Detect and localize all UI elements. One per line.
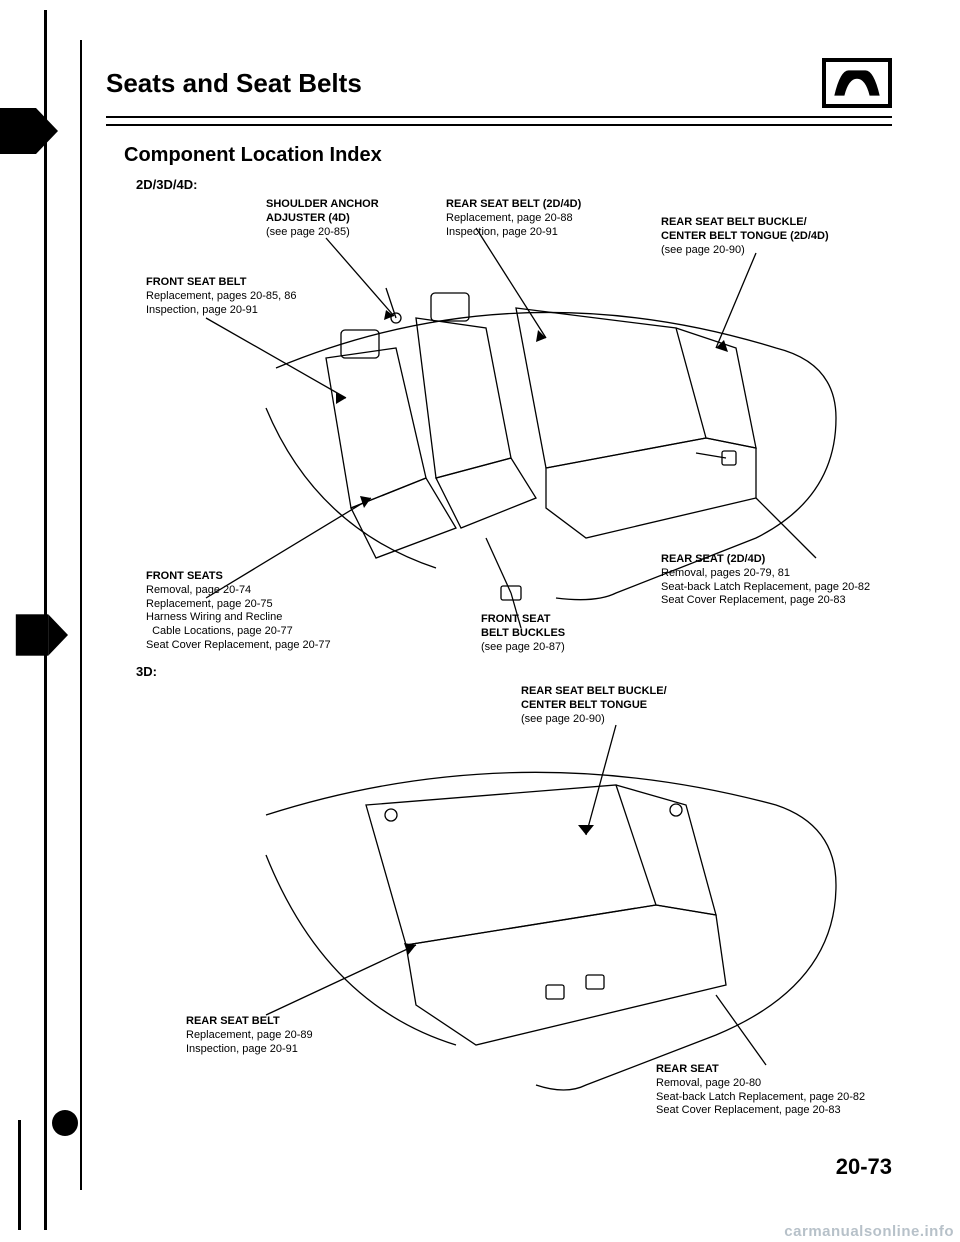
callout-heading: FRONT SEATS — [146, 570, 386, 584]
callout-heading: REAR SEAT BELT (2D/4D) — [446, 198, 626, 212]
callout-line: Replacement, page 20-88 — [446, 212, 626, 226]
callout-line: (see page 20-85) — [266, 226, 426, 240]
callout-line: Seat-back Latch Replacement, page 20-82 — [661, 581, 911, 595]
callout-rear-buckle-tongue: REAR SEAT BELT BUCKLE/ CENTER BELT TONGU… — [521, 685, 721, 726]
callout-line: Removal, page 20-74 — [146, 584, 386, 598]
callout-heading: REAR SEAT BELT BUCKLE/ — [521, 685, 721, 699]
callout-rear-seat-2d4d: REAR SEAT (2D/4D) Removal, pages 20-79, … — [661, 553, 911, 608]
callout-line: (see page 20-90) — [661, 244, 891, 258]
callout-line: Inspection, page 20-91 — [186, 1043, 376, 1057]
callout-line: Seat-back Latch Replacement, page 20-82 — [656, 1091, 906, 1105]
watermark-text: carmanualsonline.info — [784, 1223, 954, 1240]
callout-heading: REAR SEAT BELT — [186, 1015, 376, 1029]
callout-line: Replacement, page 20-89 — [186, 1029, 376, 1043]
callout-line: Inspection, page 20-91 — [146, 304, 346, 318]
variant-label-mid: 3D: — [136, 664, 892, 679]
callout-line: Seat Cover Replacement, page 20-83 — [661, 594, 911, 608]
binder-arrow-top — [0, 108, 36, 154]
callout-line: Inspection, page 20-91 — [446, 226, 626, 240]
callout-line: Replacement, pages 20-85, 86 — [146, 290, 346, 304]
callout-heading-2: ADJUSTER (4D) — [266, 212, 426, 226]
callout-heading: REAR SEAT BELT BUCKLE/ — [661, 216, 891, 230]
callout-line: Removal, page 20-80 — [656, 1077, 906, 1091]
callout-line: Removal, pages 20-79, 81 — [661, 567, 911, 581]
title-row: Seats and Seat Belts — [106, 58, 892, 118]
callout-rear-seat-belt-2d4d: REAR SEAT BELT (2D/4D) Replacement, page… — [446, 198, 626, 239]
callout-heading: REAR SEAT (2D/4D) — [661, 553, 911, 567]
callout-front-seat-belt: FRONT SEAT BELT Replacement, pages 20-85… — [146, 276, 346, 317]
callout-heading-2: BELT BUCKLES — [481, 627, 621, 641]
callout-heading: REAR SEAT — [656, 1063, 906, 1077]
callout-line: Replacement, page 20-75 — [146, 598, 386, 612]
binder-edge-line — [44, 10, 47, 1230]
divider — [106, 124, 892, 126]
callout-line: (see page 20-87) — [481, 641, 621, 655]
callout-heading-2: CENTER BELT TONGUE — [521, 699, 721, 713]
variant-label-top: 2D/3D/4D: — [136, 177, 892, 192]
callout-heading: FRONT SEAT — [481, 613, 621, 627]
callout-rear-seat-belt: REAR SEAT BELT Replacement, page 20-89 I… — [186, 1015, 376, 1056]
callout-line: Seat Cover Replacement, page 20-77 — [146, 639, 386, 653]
callout-heading-2: CENTER BELT TONGUE (2D/4D) — [661, 230, 891, 244]
callout-rear-seat: REAR SEAT Removal, page 20-80 Seat-back … — [656, 1063, 906, 1118]
content-area: Seats and Seat Belts Component Location … — [82, 40, 920, 1153]
callout-line: Seat Cover Replacement, page 20-83 — [656, 1104, 906, 1118]
callout-line: Cable Locations, page 20-77 — [146, 625, 386, 639]
callout-heading: FRONT SEAT BELT — [146, 276, 346, 290]
page-number: 20-73 — [836, 1154, 892, 1180]
callout-shoulder-anchor: SHOULDER ANCHOR ADJUSTER (4D) (see page … — [266, 198, 426, 239]
binder-dot — [52, 1110, 78, 1136]
page-title: Seats and Seat Belts — [106, 68, 362, 99]
page-container: Seats and Seat Belts Component Location … — [80, 40, 920, 1190]
brand-logo — [822, 58, 892, 108]
callout-line: Harness Wiring and Recline — [146, 611, 386, 625]
diagram-top: SHOULDER ANCHOR ADJUSTER (4D) (see page … — [116, 198, 896, 658]
diagram-bottom: REAR SEAT BELT BUCKLE/ CENTER BELT TONGU… — [116, 685, 896, 1135]
section-subtitle: Component Location Index — [124, 144, 892, 167]
callout-rear-buckle-tongue-2d4d: REAR SEAT BELT BUCKLE/ CENTER BELT TONGU… — [661, 216, 891, 257]
callout-front-seats: FRONT SEATS Removal, page 20-74 Replacem… — [146, 570, 386, 653]
callout-line: (see page 20-90) — [521, 713, 721, 727]
binder-edge-line-2 — [18, 1120, 21, 1230]
callout-heading: SHOULDER ANCHOR — [266, 198, 426, 212]
callout-front-seat-belt-buckles: FRONT SEAT BELT BUCKLES (see page 20-87) — [481, 613, 621, 654]
